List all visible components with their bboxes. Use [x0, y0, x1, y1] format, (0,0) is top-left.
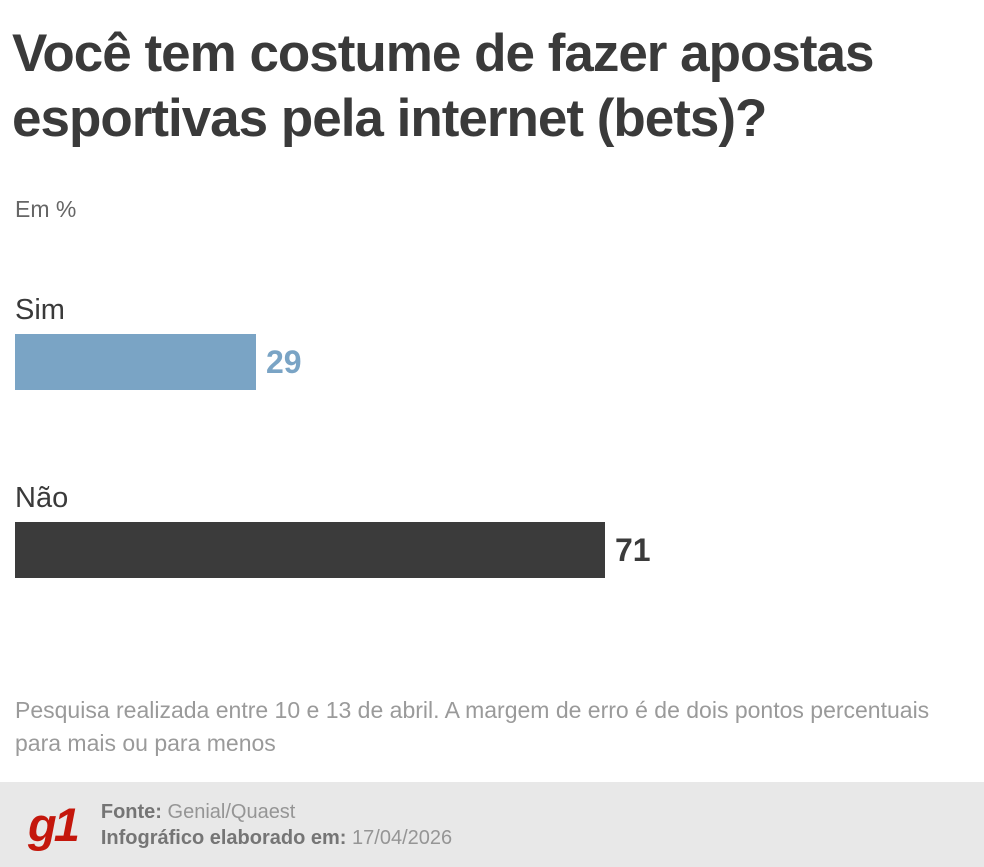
bar	[15, 334, 256, 390]
made-line: Infográfico elaborado em: 17/04/2026	[101, 825, 452, 851]
made-label: Infográfico elaborado em:	[100, 826, 347, 849]
bar-row: Sim 29	[15, 292, 970, 390]
source-value: Genial/Quaest	[167, 800, 296, 823]
bar-row: Não 71	[15, 480, 970, 578]
source-label: Fonte:	[100, 800, 162, 823]
source-line: Fonte: Genial/Quaest	[101, 799, 452, 825]
made-value: 17/04/2026	[352, 826, 453, 849]
page-title: Você tem costume de fazer apostas esport…	[12, 24, 874, 148]
bar-chart: Sim 29 Não 71	[15, 292, 970, 578]
unit-label: Em %	[15, 196, 77, 222]
bar-track: 29	[15, 334, 970, 390]
bar	[15, 522, 605, 578]
footer-bar: g1 Fonte: Genial/Quaest Infográfico elab…	[0, 782, 984, 867]
bar-track: 71	[15, 522, 970, 578]
bar-category-label: Não	[15, 482, 69, 514]
bar-value-label: 29	[266, 343, 302, 380]
methodology-footnote: Pesquisa realizada entre 10 e 13 de abri…	[15, 697, 930, 756]
bar-value-label: 71	[615, 531, 651, 568]
footer-credits: Fonte: Genial/Quaest Infográfico elabora…	[101, 799, 452, 851]
bar-category-label: Sim	[15, 294, 65, 326]
g1-logo: g1	[28, 798, 80, 851]
